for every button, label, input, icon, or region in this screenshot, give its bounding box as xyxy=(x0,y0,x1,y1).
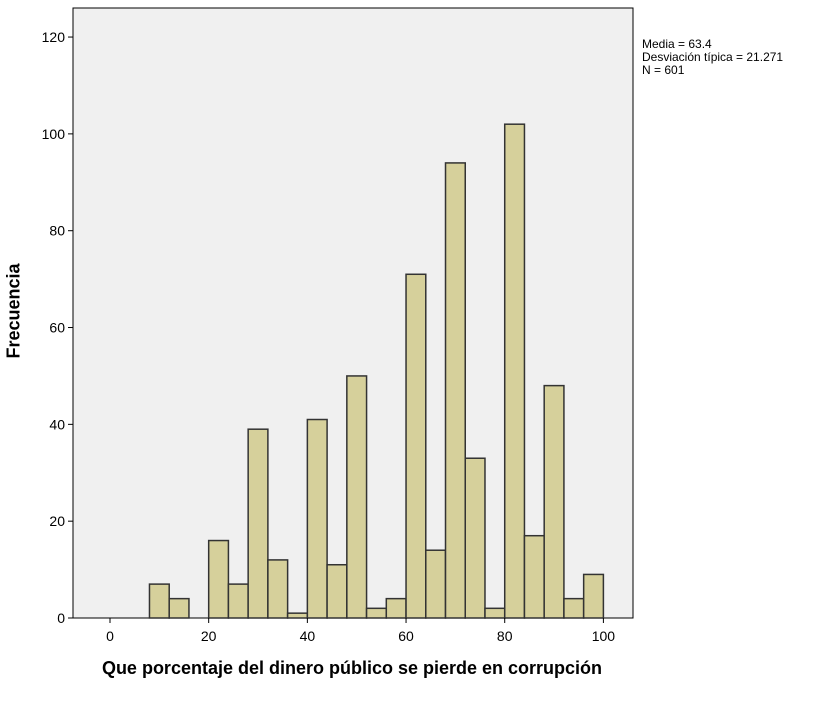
y-tick-label: 80 xyxy=(49,223,65,239)
histogram-bar xyxy=(425,549,447,619)
histogram-bar xyxy=(326,563,348,619)
histogram-bar xyxy=(286,612,309,619)
y-tick-label: 20 xyxy=(49,513,65,529)
histogram-bar xyxy=(267,559,289,619)
x-tick-label: 0 xyxy=(106,628,114,644)
histogram-bar xyxy=(148,583,170,619)
axes: 0 20 40 60 80 100 120 0 20 40 60 80 100 xyxy=(42,29,616,644)
histogram-bar xyxy=(385,597,407,619)
histogram-bar xyxy=(563,597,585,619)
histogram-bar xyxy=(523,534,545,619)
stat-mean: Media = 63.4 xyxy=(642,37,712,51)
x-tick-label: 100 xyxy=(592,628,616,644)
y-tick-label: 120 xyxy=(42,29,66,45)
y-tick-label: 60 xyxy=(49,320,65,336)
histogram-bar xyxy=(543,384,565,619)
histogram-bar xyxy=(227,583,249,619)
x-tick-label: 40 xyxy=(300,628,316,644)
y-tick-label: 40 xyxy=(49,416,65,432)
histogram-bar xyxy=(168,597,190,619)
histogram-bar xyxy=(582,573,605,619)
y-tick-label: 100 xyxy=(42,126,66,142)
histogram-bars xyxy=(148,123,605,619)
histogram-bar xyxy=(207,539,230,619)
x-tick-label: 60 xyxy=(398,628,414,644)
y-tick-label: 0 xyxy=(57,610,65,626)
statistics-box: Media = 63.4 Desviación típica = 21.271 … xyxy=(642,38,783,77)
histogram-bar xyxy=(346,375,368,619)
histogram-bar xyxy=(503,123,526,619)
histogram-bar xyxy=(444,162,466,619)
histogram-bar xyxy=(247,428,269,619)
stat-n: N = 601 xyxy=(642,63,685,77)
y-axis-label: Frecuencia xyxy=(3,263,24,359)
stat-std: Desviación típica = 21.271 xyxy=(642,50,784,64)
x-axis-label: Que porcentaje del dinero público se pie… xyxy=(101,658,603,678)
histogram-bar xyxy=(405,273,427,619)
x-tick-label: 20 xyxy=(201,628,217,644)
histogram-bar xyxy=(306,418,328,619)
histogram-bar xyxy=(484,607,506,619)
x-tick-label: 80 xyxy=(497,628,513,644)
histogram-bar xyxy=(365,607,388,619)
histogram-bar xyxy=(464,457,486,619)
